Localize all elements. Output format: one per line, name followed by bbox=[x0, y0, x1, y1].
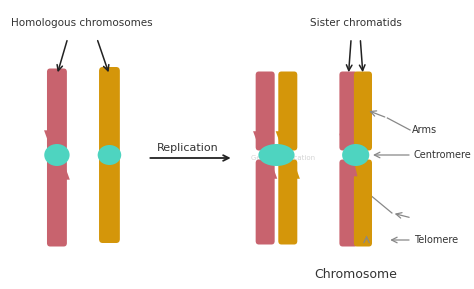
Text: Sister chromatids: Sister chromatids bbox=[310, 18, 401, 28]
Polygon shape bbox=[44, 130, 64, 147]
FancyBboxPatch shape bbox=[278, 160, 297, 244]
FancyBboxPatch shape bbox=[255, 71, 274, 151]
Ellipse shape bbox=[98, 145, 121, 165]
Text: Centromere: Centromere bbox=[414, 150, 471, 160]
Polygon shape bbox=[253, 131, 272, 147]
FancyBboxPatch shape bbox=[339, 160, 357, 247]
FancyBboxPatch shape bbox=[354, 71, 372, 151]
FancyBboxPatch shape bbox=[278, 71, 297, 151]
Polygon shape bbox=[343, 163, 357, 176]
FancyBboxPatch shape bbox=[99, 67, 120, 243]
Ellipse shape bbox=[44, 144, 70, 166]
Text: Genetic Education: Genetic Education bbox=[251, 155, 315, 161]
Polygon shape bbox=[357, 163, 372, 176]
Ellipse shape bbox=[342, 144, 369, 166]
Text: Arms: Arms bbox=[412, 125, 437, 135]
Text: Telomere: Telomere bbox=[414, 235, 458, 245]
Text: Homologous chromosomes: Homologous chromosomes bbox=[11, 18, 153, 28]
Polygon shape bbox=[339, 134, 355, 147]
FancyBboxPatch shape bbox=[255, 160, 274, 244]
Polygon shape bbox=[354, 134, 369, 147]
Polygon shape bbox=[282, 163, 300, 179]
Text: Replication: Replication bbox=[157, 143, 219, 153]
Polygon shape bbox=[259, 163, 277, 179]
Polygon shape bbox=[276, 131, 294, 147]
FancyBboxPatch shape bbox=[354, 160, 372, 247]
Text: Chromosome: Chromosome bbox=[314, 268, 397, 281]
Ellipse shape bbox=[258, 144, 294, 166]
FancyBboxPatch shape bbox=[47, 68, 67, 151]
Polygon shape bbox=[50, 163, 70, 180]
FancyBboxPatch shape bbox=[339, 71, 357, 151]
FancyBboxPatch shape bbox=[47, 160, 67, 247]
